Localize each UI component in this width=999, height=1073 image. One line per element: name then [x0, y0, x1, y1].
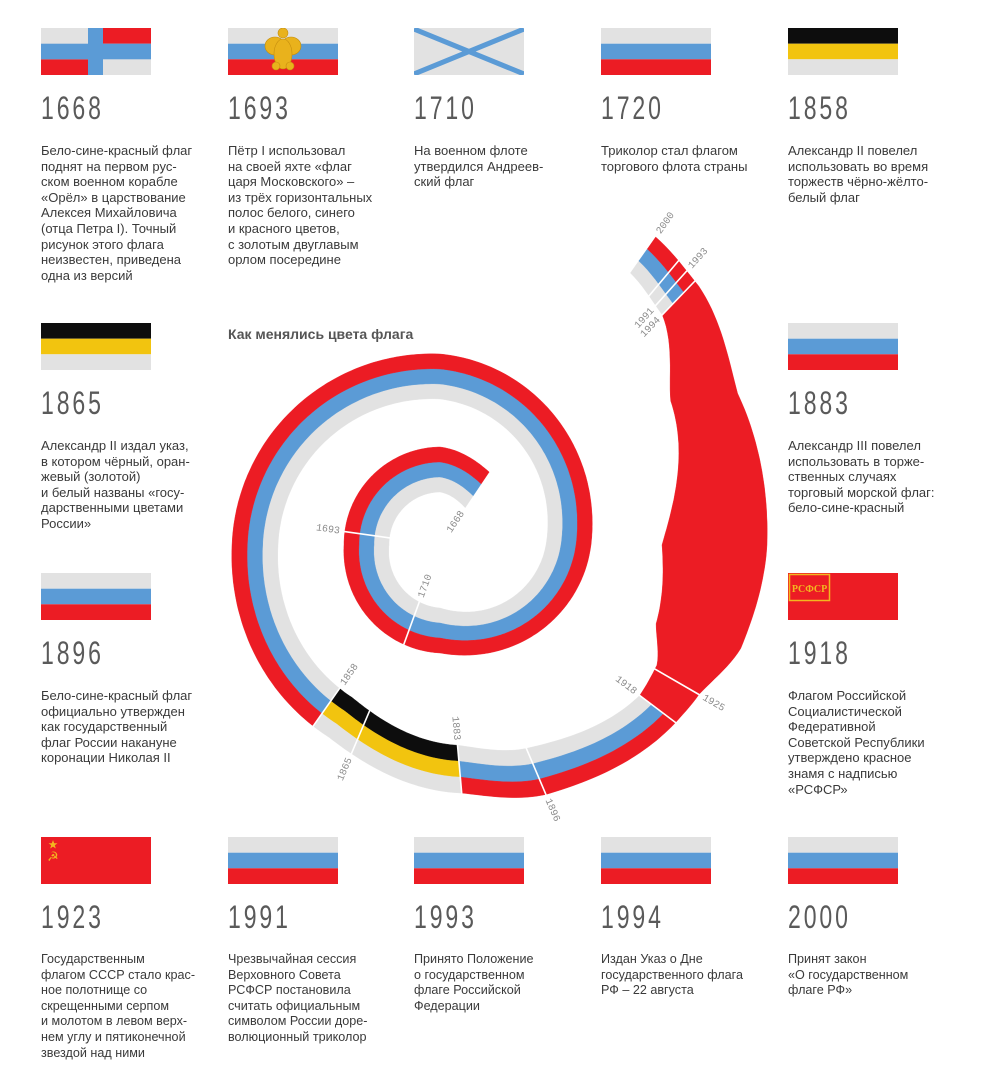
spiral-year-label: 1858: [339, 662, 362, 688]
event-year: 1994: [601, 899, 664, 935]
event-card-1993: 1993 Принято Положение о государственном…: [414, 837, 599, 1013]
rsfsr-flag-inscription: РСФСР: [792, 584, 827, 595]
flag-1918-rsfsr-icon: РСФСР: [788, 573, 898, 620]
event-card-1720: 1720 Триколор стал флагом торгового флот…: [601, 28, 786, 174]
flag-1720-tricolor-icon: [601, 28, 711, 75]
flag-1896-tricolor-icon: [41, 573, 151, 620]
flag-2000-tricolor-icon: [788, 837, 898, 884]
event-description: Бело-сине-красный флаг официально утверж…: [41, 688, 193, 766]
flag-1668-icon: [41, 28, 151, 75]
event-year: 1720: [601, 90, 664, 126]
spiral-divider-1925: [651, 666, 702, 697]
event-description: Принято Положение о государственном флаг…: [414, 952, 534, 1013]
spiral-divider-1865: [349, 707, 372, 757]
event-description: Александр III повелел использовать в тор…: [788, 438, 935, 516]
event-year: 1991: [228, 899, 291, 935]
spiral-title: Как менялись цвета флага: [228, 326, 414, 342]
event-description: Флагом Российской Социалистической Федер…: [788, 688, 925, 797]
flag-1991-tricolor-icon: [228, 837, 338, 884]
spiral-year-label: 1693: [315, 523, 340, 537]
flag-1858-black-yellow-white-icon: [788, 28, 898, 75]
event-card-1668: 1668 Бело-сине-красный флаг поднят на пе…: [41, 28, 226, 283]
spiral-year-label: 1668: [445, 509, 468, 535]
flag-1710-st-andrew-icon: [414, 28, 524, 75]
spiral-year-label: 1710: [417, 573, 436, 599]
flag-1883-tricolor-icon: [788, 323, 898, 370]
event-year: 1883: [788, 385, 851, 421]
event-card-1896: 1896 Бело-сине-красный флаг официально у…: [41, 573, 226, 765]
flag-1993-tricolor-icon: [414, 837, 524, 884]
spiral-band-1925-1991-stripe-red: [654, 280, 768, 695]
spiral-year-label: 1918: [612, 675, 638, 698]
spiral-divider-1896: [524, 745, 548, 798]
spiral-divider-1991: [659, 278, 698, 318]
spiral-divider-1883: [456, 742, 463, 797]
event-description: Пётр I использовал на своей яхте «флаг ц…: [228, 143, 373, 268]
spiral-year-label: 1993: [687, 246, 711, 271]
spiral-band-1994-2000-stripe-red: [647, 236, 679, 273]
event-card-1693: 1693 Пётр I использовал на своей яхте «ф…: [228, 28, 413, 267]
event-year: 2000: [788, 899, 851, 935]
event-year: 1858: [788, 90, 851, 126]
event-year: 1923: [41, 899, 104, 935]
event-description: Государственным флагом СССР стало крас- …: [41, 952, 196, 1060]
event-description: Триколор стал флагом торгового флота стр…: [601, 143, 748, 174]
event-description: Александр II повелел использовать во вре…: [788, 143, 929, 205]
event-year: 1865: [41, 385, 104, 421]
star-icon: [48, 840, 58, 849]
event-year: 1668: [41, 90, 104, 126]
spiral-year-label: 1865: [336, 757, 356, 783]
event-description: Принят закон «О государственном флаге РФ…: [788, 952, 909, 998]
event-card-1991: 1991 Чрезвычайная сессия Верховного Сове…: [228, 837, 413, 1044]
spiral-divider-1994: [646, 257, 682, 299]
flag-1865-black-yellow-white-icon: [41, 323, 151, 370]
flag-1923-ussr-icon: ☭: [41, 837, 151, 884]
event-year: 1693: [228, 90, 291, 126]
spiral-year-label: 1896: [542, 797, 562, 823]
spiral-divider-1710: [402, 598, 422, 648]
spiral-divider-1918: [636, 693, 679, 725]
event-description: Александр II издал указ, в котором чёрны…: [41, 438, 190, 531]
event-description: Чрезвычайная сессия Верховного Совета РС…: [228, 952, 368, 1044]
event-card-2000: 2000 Принят закон «О государственном фла…: [788, 837, 973, 997]
flag-1693-eagle-icon: [228, 28, 338, 75]
spiral-divider-1693: [341, 530, 393, 540]
event-card-1865: 1865 Александр II издал указ, в котором …: [41, 323, 226, 531]
event-year: 1710: [414, 90, 477, 126]
spiral-year-label: 1883: [448, 716, 461, 741]
event-card-1918: РСФСР 1918 Флагом Российской Социалистич…: [788, 573, 973, 797]
event-card-1858: 1858 Александр II повелел использовать в…: [788, 28, 973, 205]
spiral-year-label: 2000: [655, 211, 678, 237]
event-description: Издан Указ о Дне государственного флага …: [601, 952, 743, 998]
event-card-1994: 1994 Издан Указ о Дне государственного ф…: [601, 837, 786, 997]
spiral-year-label: 1925: [700, 693, 726, 715]
spiral-divider-1858: [310, 685, 342, 730]
hammer-sickle-icon: ☭: [47, 850, 59, 865]
event-year: 1993: [414, 899, 477, 935]
event-year: 1918: [788, 635, 851, 671]
spiral-divider-1993: [653, 268, 690, 309]
event-card-1710: 1710 На военном флоте утвердился Андреев…: [414, 28, 599, 189]
event-description: На военном флоте утвердился Андреев- ски…: [414, 143, 544, 190]
event-description: Бело-сине-красный флаг поднят на первом …: [41, 143, 193, 283]
flag-1994-tricolor-icon: [601, 837, 711, 884]
event-card-1883: 1883 Александр III повелел использовать …: [788, 323, 973, 515]
event-card-1923: ☭ 1923 Государственным флагом СССР стало…: [41, 837, 226, 1060]
event-year: 1896: [41, 635, 104, 671]
